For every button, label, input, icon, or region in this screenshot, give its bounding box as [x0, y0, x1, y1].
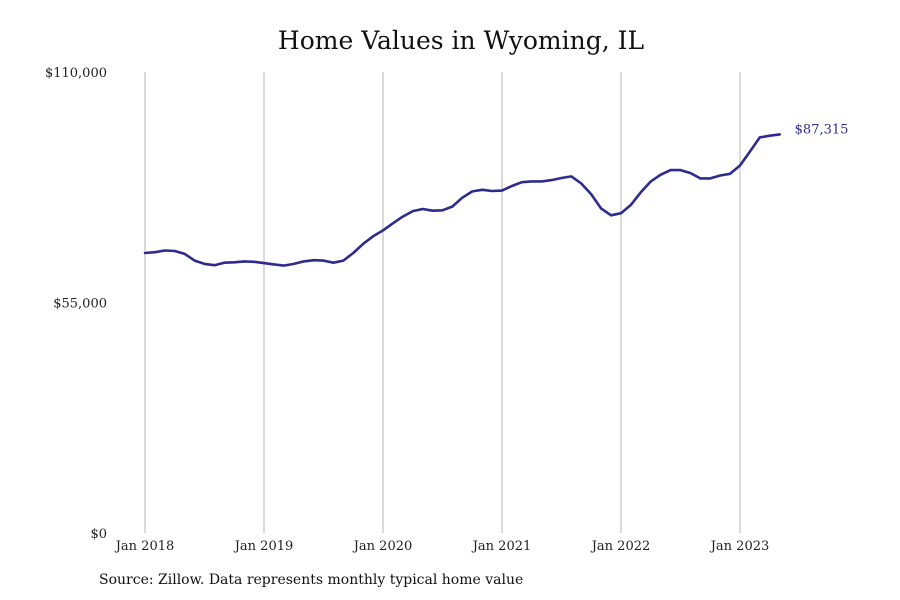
chart-title: Home Values in Wyoming, IL: [277, 26, 645, 55]
series-layer: $87,315: [143, 122, 849, 267]
x-tick-label: Jan 2021: [471, 539, 532, 554]
x-axis-ticks: Jan 2018 Jan 2019 Jan 2020 Jan 2021 Jan 2022…: [114, 539, 770, 554]
x-tick-label: Jan 2020: [352, 539, 413, 554]
end-value-label: $87,315: [795, 122, 849, 137]
series-line-0: [143, 133, 782, 267]
x-tick-label: Jan 2019: [233, 539, 294, 554]
y-tick-label: $110,000: [45, 66, 107, 81]
y-axis-ticks: $0 $55,000 $110,000: [45, 66, 107, 542]
x-tick-label: Jan 2018: [114, 539, 175, 554]
x-tick-label: Jan 2023: [709, 539, 770, 554]
gridlines: [144, 72, 741, 533]
y-tick-label: $55,000: [53, 297, 107, 312]
y-tick-label: $0: [90, 527, 107, 542]
x-tick-label: Jan 2022: [590, 539, 651, 554]
source-note: Source: Zillow. Data represents monthly …: [99, 572, 524, 588]
